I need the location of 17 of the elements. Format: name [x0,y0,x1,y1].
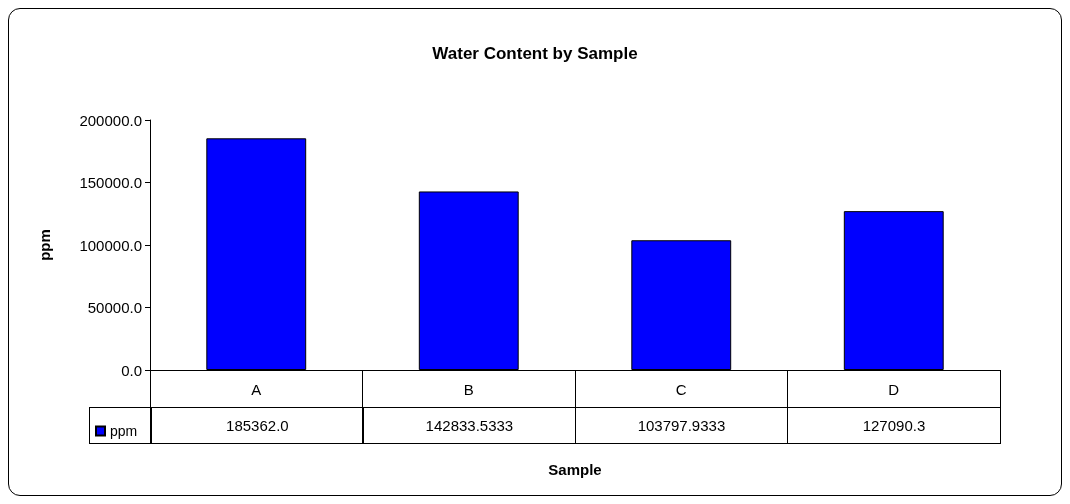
y-tick-label: 100000.0 [79,236,142,254]
y-tick-label: 150000.0 [79,174,142,191]
x-tick-label: B [463,381,474,398]
chart-title: Water Content by Sample [432,44,638,63]
y-tick-label: 50000.0 [87,299,142,316]
x-tick-label: C [675,381,687,398]
data-label: 185362.0 [151,408,364,443]
x-axis-title: Sample [548,461,602,478]
x-tick-label: A [251,381,262,398]
legend-label: ppm [110,423,138,439]
x-tick-label: D [888,381,900,398]
y-axis-title: ppm [36,229,53,261]
y-tick-label: 0.0 [121,361,142,379]
y-tick-label: 200000.0 [79,111,142,129]
data-label: 127090.3 [861,416,927,436]
data-label: 142833.5333 [363,408,576,443]
data-label: 103797.9333 [575,408,788,443]
